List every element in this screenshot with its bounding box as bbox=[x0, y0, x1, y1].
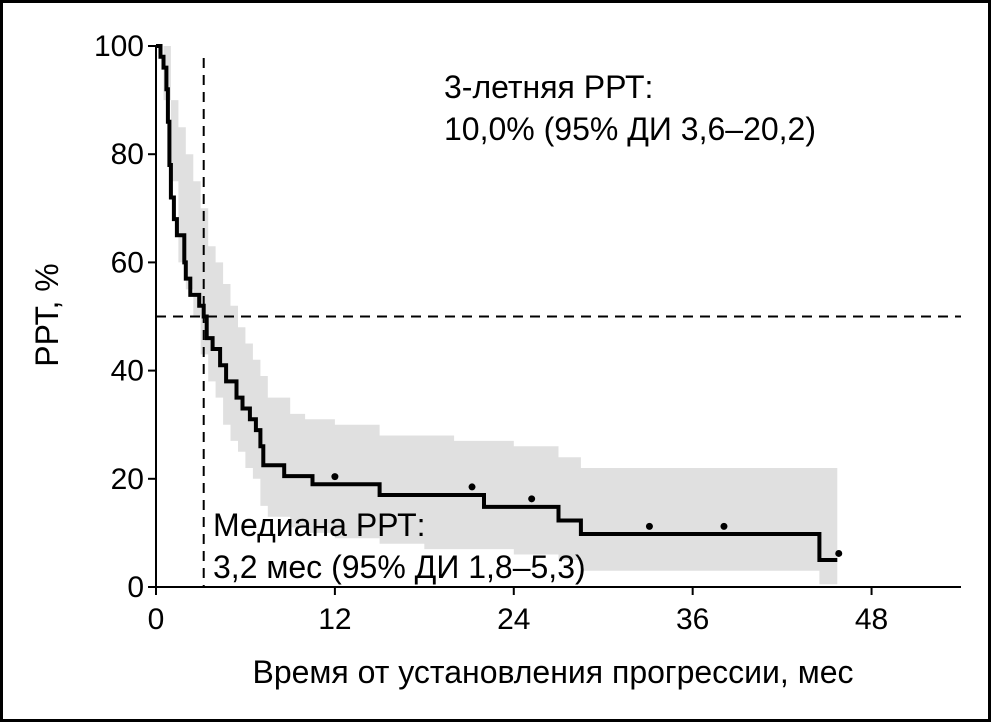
y-axis-title: РРТ, % bbox=[29, 263, 65, 366]
y-tick-label: 20 bbox=[111, 463, 144, 496]
censor-mark bbox=[468, 483, 476, 491]
survival-curve-layer bbox=[156, 44, 843, 562]
confidence-band-layer bbox=[156, 46, 838, 585]
censor-mark bbox=[331, 473, 339, 481]
reference-lines-layer bbox=[156, 58, 961, 587]
x-tick-label: 36 bbox=[676, 603, 709, 636]
y-tick-label: 60 bbox=[111, 246, 144, 279]
censor-mark bbox=[720, 522, 728, 530]
three-year-annotation-line2: 10,0% (95% ДИ 3,6–20,2) bbox=[444, 111, 816, 147]
survival-curve bbox=[156, 44, 838, 562]
km-survival-chart: Время от установления прогрессии, мес РР… bbox=[29, 30, 961, 690]
y-tick-label: 100 bbox=[94, 30, 144, 63]
y-tick-label: 40 bbox=[111, 355, 144, 388]
median-annotation-line2: 3,2 мес (95% ДИ 1,8–5,3) bbox=[213, 549, 586, 585]
median-annotation-line1: Медиана РРТ: bbox=[213, 507, 426, 543]
y-tick-label: 80 bbox=[111, 138, 144, 171]
censor-mark bbox=[528, 495, 536, 503]
axes-layer bbox=[148, 45, 961, 595]
labels-layer: Время от установления прогрессии, мес РР… bbox=[29, 30, 888, 690]
three-year-annotation-line1: 3-летняя РРТ: bbox=[444, 69, 653, 105]
x-tick-label: 0 bbox=[148, 603, 165, 636]
y-tick-label: 0 bbox=[127, 571, 144, 604]
censor-mark bbox=[835, 549, 843, 557]
x-tick-label: 48 bbox=[855, 603, 888, 636]
x-tick-label: 24 bbox=[497, 603, 530, 636]
x-axis-title: Время от установления прогрессии, мес bbox=[252, 654, 853, 690]
x-tick-label: 12 bbox=[318, 603, 351, 636]
censor-mark bbox=[645, 522, 653, 530]
confidence-band bbox=[156, 46, 838, 585]
